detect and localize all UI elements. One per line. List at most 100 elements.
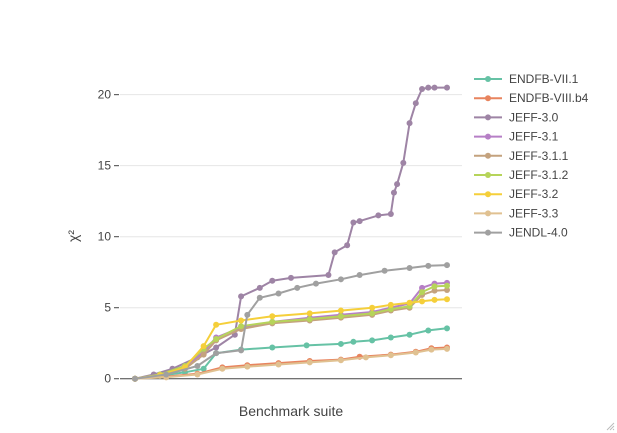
data-point [431, 296, 438, 303]
legend-swatch-marker [485, 229, 491, 236]
legend-item[interactable]: ENDFB-VII.1 [474, 72, 579, 86]
legend-item[interactable]: JEFF-3.1 [474, 130, 559, 144]
legend-item[interactable]: JEFF-3.3 [474, 206, 559, 220]
data-point [425, 84, 432, 91]
data-point [444, 286, 450, 293]
legend-label: JEFF-3.0 [509, 110, 559, 124]
data-point [412, 100, 419, 107]
data-point [444, 84, 450, 91]
data-point [362, 354, 369, 361]
data-point [369, 304, 376, 311]
data-point [331, 249, 338, 256]
data-point [419, 298, 426, 305]
data-point [269, 313, 276, 320]
legend-item[interactable]: JEFF-3.1.2 [474, 168, 569, 182]
data-point [406, 264, 413, 271]
data-point [256, 294, 263, 301]
legend-item[interactable]: JEFF-3.2 [474, 187, 559, 201]
legend-label: ENDFB-VII.1 [509, 72, 579, 86]
y-axis-title: χ² [65, 230, 81, 242]
data-point [444, 296, 450, 303]
y-tick-label-0: 0 [104, 372, 111, 386]
data-point [194, 371, 201, 378]
legend-label: ENDFB-VIII.b4 [509, 91, 589, 105]
data-point [256, 284, 263, 291]
legend-label: JEFF-3.1.2 [509, 168, 569, 182]
legend-item[interactable]: JEFF-3.0 [474, 110, 559, 124]
data-point [337, 340, 344, 347]
data-point [213, 321, 220, 328]
data-point [306, 316, 313, 323]
legend-label: JENDL-4.0 [509, 226, 568, 240]
legend-item[interactable]: JENDL-4.0 [474, 226, 568, 240]
legend-swatch-marker [485, 172, 491, 178]
data-point [337, 307, 344, 314]
data-point [238, 323, 245, 330]
y-tick-label-20: 20 [98, 88, 112, 102]
legend[interactable]: ENDFB-VII.1 ENDFB-VIII.b4 JEFF-3.0 JEFF-3.1… [474, 72, 589, 240]
data-point [387, 301, 394, 308]
series-line [134, 86, 447, 380]
data-point [387, 352, 394, 359]
data-point [406, 331, 413, 338]
legend-swatch-marker [485, 152, 491, 159]
data-point [194, 362, 201, 369]
data-point [238, 293, 245, 300]
y-tick-label-10: 10 [98, 230, 112, 244]
data-point [369, 310, 376, 317]
data-point [213, 335, 220, 342]
data-point [387, 210, 394, 217]
legend-item[interactable]: JEFF-3.1.1 [474, 149, 569, 163]
legend-swatch-marker [485, 114, 491, 121]
data-point [387, 306, 394, 313]
data-point [269, 277, 276, 284]
data-point [419, 289, 426, 296]
legend-swatch-marker [485, 76, 491, 82]
data-point [350, 338, 357, 345]
series-jeff-3-1-2 [132, 282, 450, 382]
data-point [163, 371, 170, 378]
data-point [425, 262, 432, 269]
data-point [288, 274, 294, 281]
data-point [444, 325, 450, 332]
data-point [244, 363, 251, 370]
data-point [412, 349, 419, 356]
data-point [356, 272, 363, 279]
data-point [200, 351, 207, 358]
data-point [200, 343, 207, 350]
series-jeff-3-0 [132, 84, 450, 382]
data-point [431, 287, 438, 294]
resize-handle-icon[interactable] [605, 421, 615, 431]
legend-item[interactable]: ENDFB-VIII.b4 [474, 91, 589, 105]
data-point [444, 262, 450, 269]
legend-swatch-marker [485, 95, 491, 102]
data-point [312, 280, 319, 287]
data-point [444, 345, 450, 352]
data-point [269, 318, 276, 325]
data-point [269, 344, 276, 351]
legend-label: JEFF-3.3 [509, 206, 559, 220]
data-point [213, 344, 220, 351]
legend-swatch-marker [485, 210, 491, 217]
series-lines [132, 84, 450, 382]
data-point [325, 272, 332, 279]
data-point [431, 84, 438, 91]
series-jeff-3-3 [132, 345, 450, 382]
data-point [406, 120, 413, 127]
data-point [200, 365, 207, 372]
legend-label: JEFF-3.2 [509, 187, 559, 201]
data-point [425, 327, 432, 334]
data-point [419, 284, 426, 291]
data-point [350, 219, 357, 226]
y-axis-ticks: 0 5 10 15 20 [98, 88, 119, 386]
data-point [444, 282, 450, 289]
series-jendl-4-0 [132, 262, 450, 382]
y-tick-label-5: 5 [104, 301, 111, 315]
data-point [306, 310, 313, 317]
data-point [428, 346, 435, 353]
legend-swatch-marker [485, 191, 491, 198]
data-point [337, 357, 344, 364]
data-point [375, 212, 382, 219]
legend-label: JEFF-3.1.1 [509, 149, 569, 163]
